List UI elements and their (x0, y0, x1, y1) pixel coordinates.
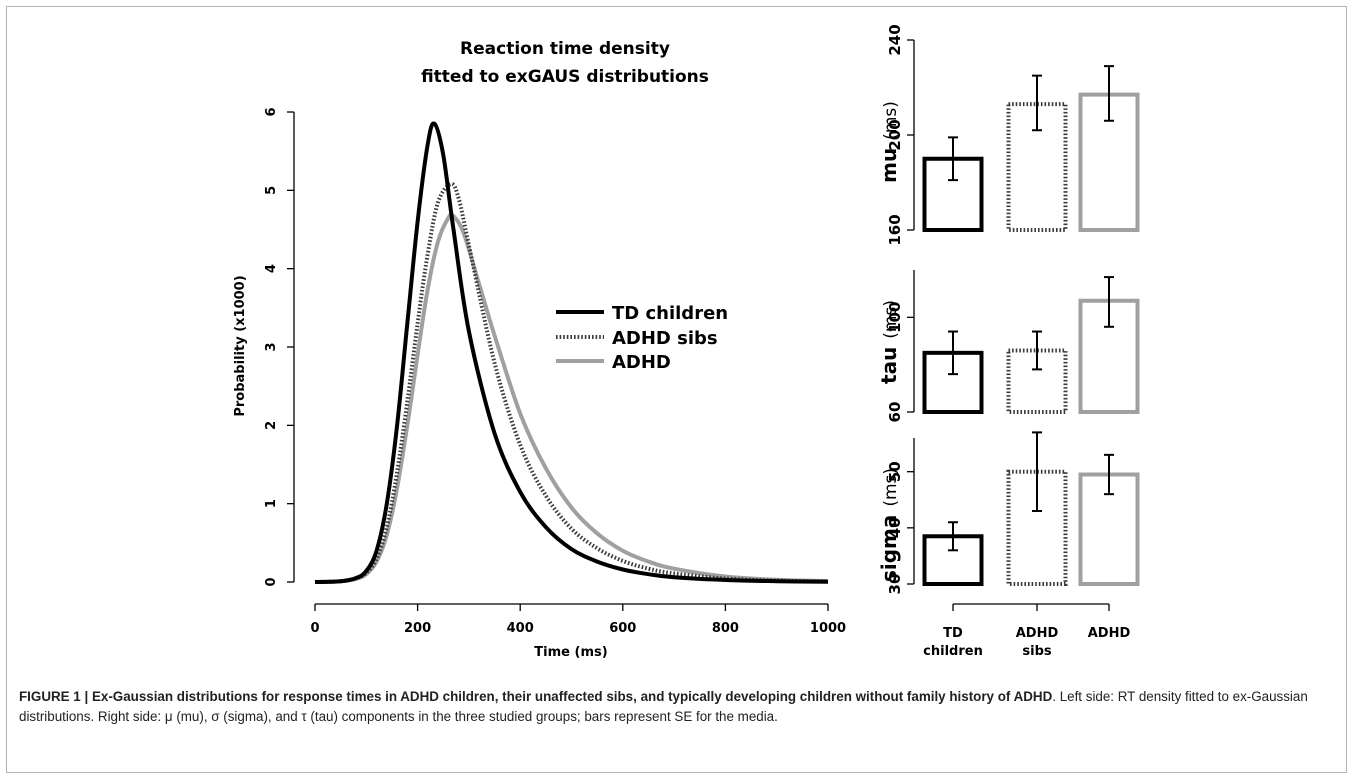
legend-label-td: TD children (612, 303, 728, 324)
density-x-label: Time (ms) (534, 645, 607, 660)
caption-body: . Left side: RT density fitted to ex-Gau… (19, 689, 1308, 724)
tau-y-tick-label: 100 (886, 302, 904, 333)
bar-x-axis: TD children ADHD sibs ADHD (923, 603, 1131, 659)
density-x-tick-label: 400 (507, 621, 534, 636)
sigma-y-tick-label: 40 (886, 517, 904, 538)
density-y-label: Probability (x1000) (233, 275, 248, 416)
sigma-y-tick-label: 30 (886, 574, 904, 595)
density-series (314, 121, 829, 584)
figure-charts: Reaction time density fitted to exGAUS d… (233, 24, 1140, 660)
sigma-y-tick-label: 50 (886, 461, 904, 482)
bar-category-label: TD (943, 626, 963, 641)
tau-y-label-name: tau (877, 347, 901, 384)
mu-y-tick-label: 240 (886, 24, 904, 55)
mu-y-label-unit: (ms) (881, 101, 901, 140)
density-y-tick-label: 3 (264, 342, 279, 351)
tau-y-label-unit: (ms) (881, 300, 901, 339)
sigma-bar-chart: sigma (ms) 30 40 50 (877, 431, 1140, 595)
legend-label-adhd: ADHD (612, 352, 671, 373)
density-x-tick-label: 600 (609, 621, 636, 636)
density-line-adhd (314, 212, 829, 584)
bar-category-label: ADHD (1016, 626, 1059, 641)
figure-frame (6, 6, 1347, 773)
density-y-tick-label: 0 (264, 577, 279, 586)
sigma-bar-2 (1006, 469, 1068, 587)
density-legend: TD children ADHD sibs ADHD (556, 303, 728, 373)
density-title-line-2: fitted to exGAUS distributions (421, 67, 709, 87)
density-y-tick-label: 1 (264, 499, 279, 508)
caption-heading: FIGURE 1 | Ex-Gaussian distributions for… (19, 689, 1053, 704)
density-y-tick-label: 4 (264, 264, 279, 273)
mu-y-tick-label: 160 (886, 214, 904, 245)
tau-bar-2 (1006, 348, 1068, 415)
mu-bar-2 (1006, 102, 1068, 232)
figure-caption: FIGURE 1 | Ex-Gaussian distributions for… (19, 687, 1339, 726)
density-x-tick-label: 200 (404, 621, 431, 636)
density-y-tick-label: 6 (264, 107, 279, 116)
tau-y-tick-label: 60 (886, 402, 904, 423)
density-axes: 0 200 400 600 800 1000 0 1 2 3 4 5 6 (264, 107, 846, 636)
sigma-y-label: sigma (ms) (877, 468, 901, 582)
density-x-tick-label: 800 (712, 621, 739, 636)
mu-y-label-name: mu (877, 148, 901, 183)
density-x-tick-label: 1000 (810, 621, 846, 636)
density-title-line-1: Reaction time density (460, 39, 670, 59)
density-line-adhd-sibs (314, 182, 829, 584)
mu-bar-chart: mu (ms) 160 200 240 (877, 24, 1140, 246)
bar-category-label: children (923, 644, 983, 659)
sigma-y-label-unit: (ms) (881, 468, 901, 507)
density-chart: Reaction time density fitted to exGAUS d… (233, 39, 846, 660)
svg-text:tau(ms): tau (ms) (877, 300, 901, 384)
density-y-tick-label: 5 (264, 186, 279, 195)
density-line-td-children (314, 121, 829, 584)
density-x-tick-label: 0 (310, 621, 319, 636)
tau-bar-chart: tau (ms) 60 100 (877, 270, 1140, 423)
sigma-y-label-name: sigma (877, 515, 901, 582)
bar-category-label: ADHD (1088, 626, 1131, 641)
mu-y-tick-label: 200 (886, 119, 904, 150)
bar-category-label: sibs (1022, 644, 1051, 659)
mu-y-label: mu (ms) (877, 101, 901, 183)
svg-text:mu(ms): mu (ms) (877, 101, 901, 183)
legend-label-sibs: ADHD sibs (612, 328, 718, 349)
svg-text:sigma(ms): sigma (ms) (877, 468, 901, 582)
density-y-tick-label: 2 (264, 421, 279, 430)
tau-y-label: tau (ms) (877, 300, 901, 384)
